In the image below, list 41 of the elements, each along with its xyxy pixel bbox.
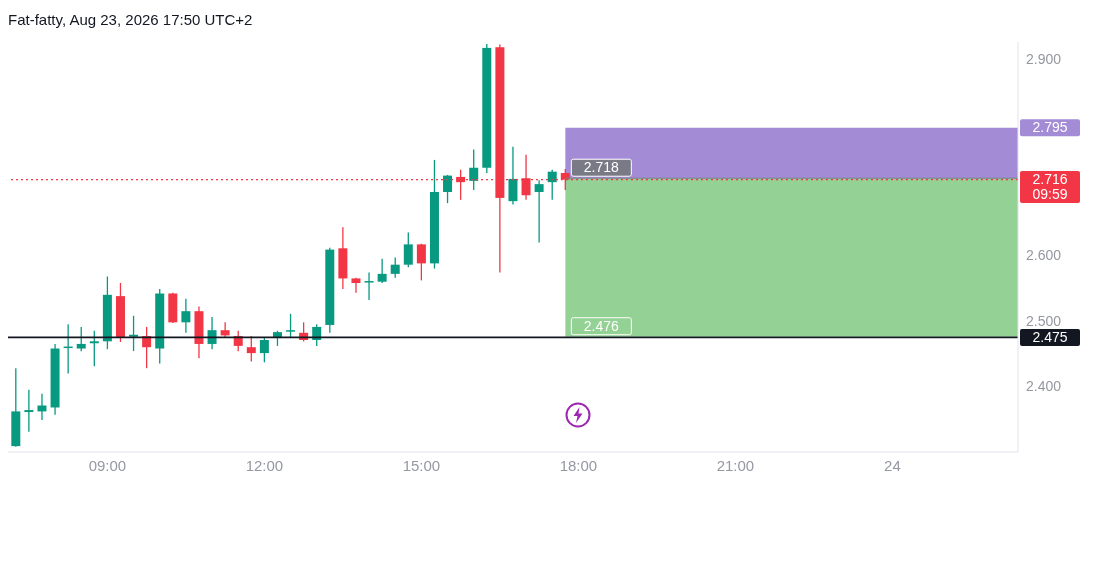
x-tick-label: 15:00 <box>402 456 441 474</box>
candlestick <box>181 298 191 334</box>
candlestick <box>246 335 256 363</box>
x-tick-label: 21:00 <box>716 456 755 474</box>
ref-line-label: 2.718 <box>583 159 620 176</box>
candlestick <box>547 169 557 201</box>
candlestick <box>377 258 387 284</box>
candlestick <box>76 326 86 352</box>
candlestick <box>142 326 152 369</box>
candlestick <box>24 389 34 433</box>
candlestick <box>469 148 479 191</box>
candlestick <box>534 179 544 244</box>
x-tick-label: 24 <box>884 456 901 474</box>
y-tick-label: 2.500 <box>1026 312 1062 329</box>
candlestick <box>508 146 518 206</box>
candlestick <box>416 243 426 282</box>
candlestick <box>129 315 139 352</box>
candlestick <box>89 330 99 367</box>
band-label: 2.476 <box>583 317 620 334</box>
candlestick <box>351 277 361 294</box>
candlestick <box>37 393 47 421</box>
candlestick <box>286 313 296 339</box>
ref-line-label: 2.716 <box>1032 171 1068 188</box>
y-tick-label: 2.400 <box>1026 378 1062 395</box>
y-tick-label: 2.600 <box>1026 247 1062 264</box>
candlestick <box>403 231 413 268</box>
candlestick <box>259 337 269 363</box>
candlestick <box>220 321 230 339</box>
text: 09:59 <box>1032 186 1068 203</box>
band-label: 2.795 <box>1032 119 1068 136</box>
candlestick <box>233 330 243 352</box>
candlestick <box>443 174 453 204</box>
x-tick-label: 12:00 <box>245 456 284 474</box>
x-tick-label: 18:00 <box>559 456 598 474</box>
candlestick <box>390 256 400 279</box>
ref-line-label: 2.475 <box>1032 328 1068 345</box>
chart-title: Fat-fatty, Aug 23, 2026 17:50 UTC+2 <box>8 10 254 30</box>
x-tick-label: 09:00 <box>88 456 127 474</box>
candlestick <box>207 316 217 350</box>
y-tick-label: 2.900 <box>1026 51 1062 67</box>
candlestick <box>364 271 374 301</box>
